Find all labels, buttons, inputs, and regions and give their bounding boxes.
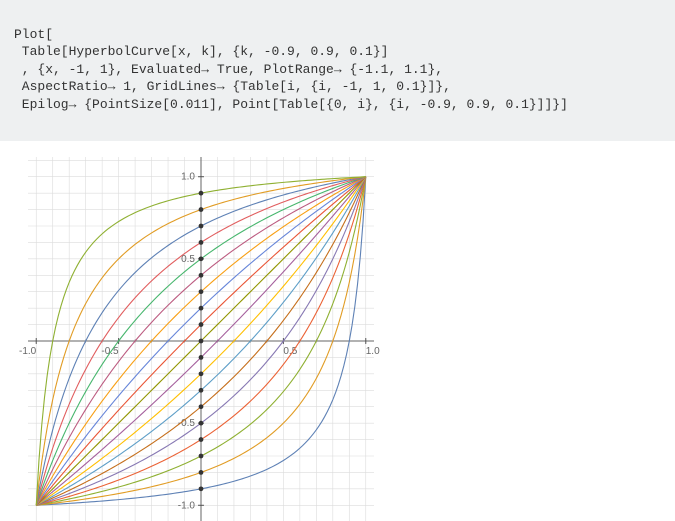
epilog-point [199,470,204,475]
x-tick-label: 1.0 [366,346,380,357]
code-line-3: , {x, -1, 1}, Evaluated→ True, PlotRange… [14,62,443,77]
epilog-point [199,240,204,245]
x-tick-label: -1.0 [19,346,37,357]
epilog-point [199,437,204,442]
code-line-5: Epilog→ {PointSize[0.011], Point[Table[{… [14,97,568,112]
code-line-4: AspectRatio→ 1, GridLines→ {Table[i, {i,… [14,79,451,94]
epilog-point [199,289,204,294]
epilog-point [199,486,204,491]
epilog-point [199,421,204,426]
epilog-point [199,306,204,311]
epilog-point [199,404,204,409]
code-cell: Plot[ Table[HyperbolCurve[x, k], {k, -0.… [0,0,675,141]
epilog-point [199,273,204,278]
epilog-point [199,207,204,212]
y-tick-label: 1.0 [181,172,195,183]
epilog-point [199,256,204,261]
epilog-point [199,338,204,343]
epilog-point [199,388,204,393]
epilog-point [199,453,204,458]
epilog-point [199,223,204,228]
epilog-point [199,191,204,196]
epilog-point [199,322,204,327]
code-line-1: Plot[ [14,27,53,42]
y-tick-label: 0.5 [181,254,195,265]
plot-area: -1.0-0.50.51.0-1.0-0.50.51.0 [0,141,675,521]
code-line-2: Table[HyperbolCurve[x, k], {k, -0.9, 0.9… [14,44,388,59]
plot-bg [10,151,380,521]
plot-svg: -1.0-0.50.51.0-1.0-0.50.51.0 [10,151,380,521]
epilog-point [199,355,204,360]
x-tick-label: -0.5 [101,346,119,357]
root: Plot[ Table[HyperbolCurve[x, k], {k, -0.… [0,0,675,521]
y-tick-label: -1.0 [178,500,196,511]
epilog-point [199,371,204,376]
